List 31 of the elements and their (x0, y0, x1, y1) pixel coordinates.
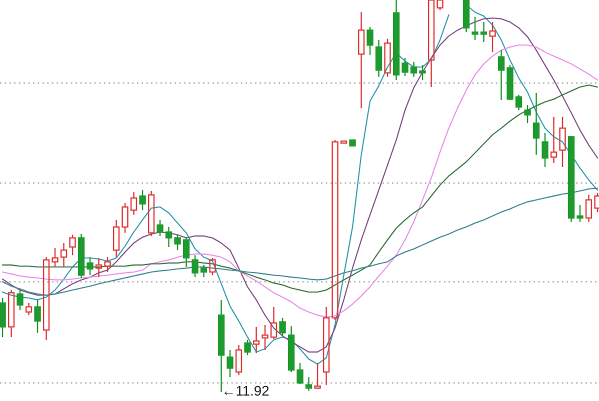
candlestick (375, 39, 382, 78)
candlestick (288, 326, 295, 373)
candlestick (218, 299, 225, 393)
candlestick (270, 306, 278, 340)
candlestick (112, 219, 120, 258)
candlestick (559, 116, 566, 168)
candlestick (305, 376, 312, 392)
annotation: ←11.92 (224, 386, 269, 396)
candlestick (42, 256, 50, 340)
candlestick (585, 194, 592, 222)
candlestick (182, 236, 190, 268)
candlestick (550, 116, 558, 164)
candlestick (392, 0, 400, 81)
candlestick (410, 61, 418, 78)
candlestick (489, 21, 496, 53)
candlestick (60, 242, 68, 268)
candlestick (235, 344, 242, 376)
candlestick (165, 226, 172, 248)
candlestick (542, 132, 548, 168)
candlestick (358, 12, 365, 109)
candlestick (130, 191, 138, 216)
candlestick (498, 50, 505, 101)
candlestick (200, 264, 208, 278)
candlestick (480, 21, 488, 43)
candlestick (262, 324, 268, 351)
candlestick (322, 306, 330, 386)
candlestick (252, 326, 260, 354)
candlestick (148, 190, 155, 237)
candlestick (95, 257, 102, 278)
candlestick (25, 302, 32, 316)
candlestick (532, 92, 540, 156)
